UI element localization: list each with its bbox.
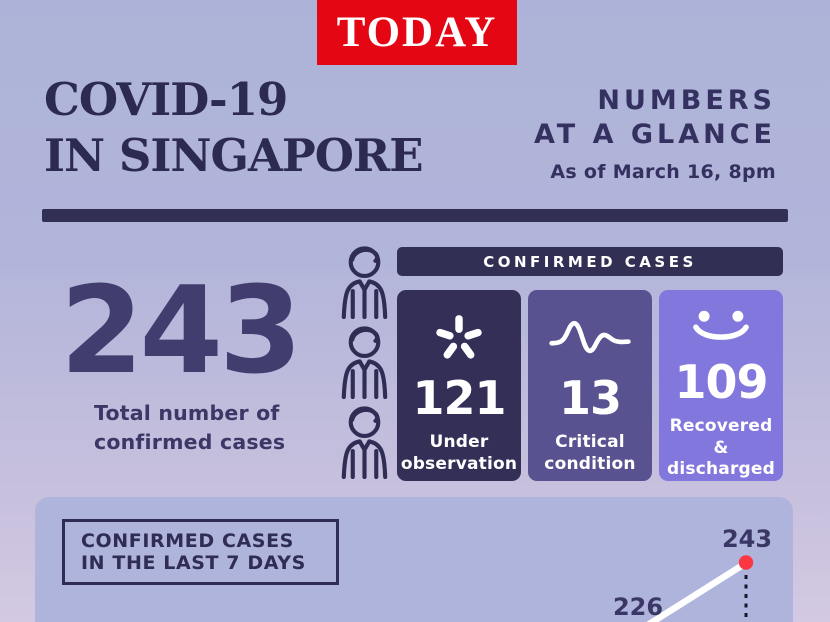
page-title: COVID-19 IN SINGAPORE <box>44 72 424 184</box>
person-icon <box>335 242 394 319</box>
card-under-observation: 121 Under observation <box>397 290 521 481</box>
stat-label: Under observation <box>400 432 518 474</box>
pulse-icon <box>546 312 634 362</box>
trend-panel: CONFIRMED CASES IN THE LAST 7 DAYS 226 2… <box>35 497 793 622</box>
today-logo-text: TODAY <box>336 9 498 56</box>
trend-line-chart <box>646 555 754 622</box>
confirmed-cases-cards: 121 Under observation 13 Critical condit… <box>397 290 783 481</box>
card-critical-condition: 13 Critical condition <box>528 290 652 481</box>
total-confirmed-label: Total number of confirmed cases <box>94 401 286 454</box>
today-logo: TODAY <box>317 0 517 65</box>
glance-line2: AT A GLANCE <box>533 119 776 150</box>
confirmed-cases-header: CONFIRMED CASES <box>397 247 783 276</box>
chart-label-previous: 226 <box>612 593 664 621</box>
chart-label-latest: 243 <box>721 525 773 553</box>
stat-value: 109 <box>674 354 768 409</box>
divider-bar <box>42 209 788 222</box>
smiley-icon <box>689 308 753 350</box>
person-icon <box>335 402 394 479</box>
page-title-line1: COVID-19 <box>44 73 288 126</box>
glance-line1: NUMBERS <box>597 85 776 116</box>
total-confirmed-value: 243 <box>60 262 302 401</box>
stat-label: Recovered & discharged <box>666 415 776 480</box>
numbers-at-a-glance: NUMBERS AT A GLANCE As of March 16, 8pm <box>534 84 776 183</box>
person-icons-column <box>335 242 394 479</box>
stat-value: 13 <box>558 371 622 425</box>
stat-value: 121 <box>412 371 506 425</box>
chart-point-marker <box>738 555 754 570</box>
stat-label: Critical condition <box>544 432 636 474</box>
person-icon <box>335 322 394 399</box>
as-of-timestamp: As of March 16, 8pm <box>550 161 776 183</box>
trend-title-box: CONFIRMED CASES IN THE LAST 7 DAYS <box>62 519 339 585</box>
card-recovered-discharged: 109 Recovered & discharged <box>659 290 783 481</box>
asterisk-icon <box>433 311 485 363</box>
page-title-line2: IN SINGAPORE <box>44 129 424 182</box>
